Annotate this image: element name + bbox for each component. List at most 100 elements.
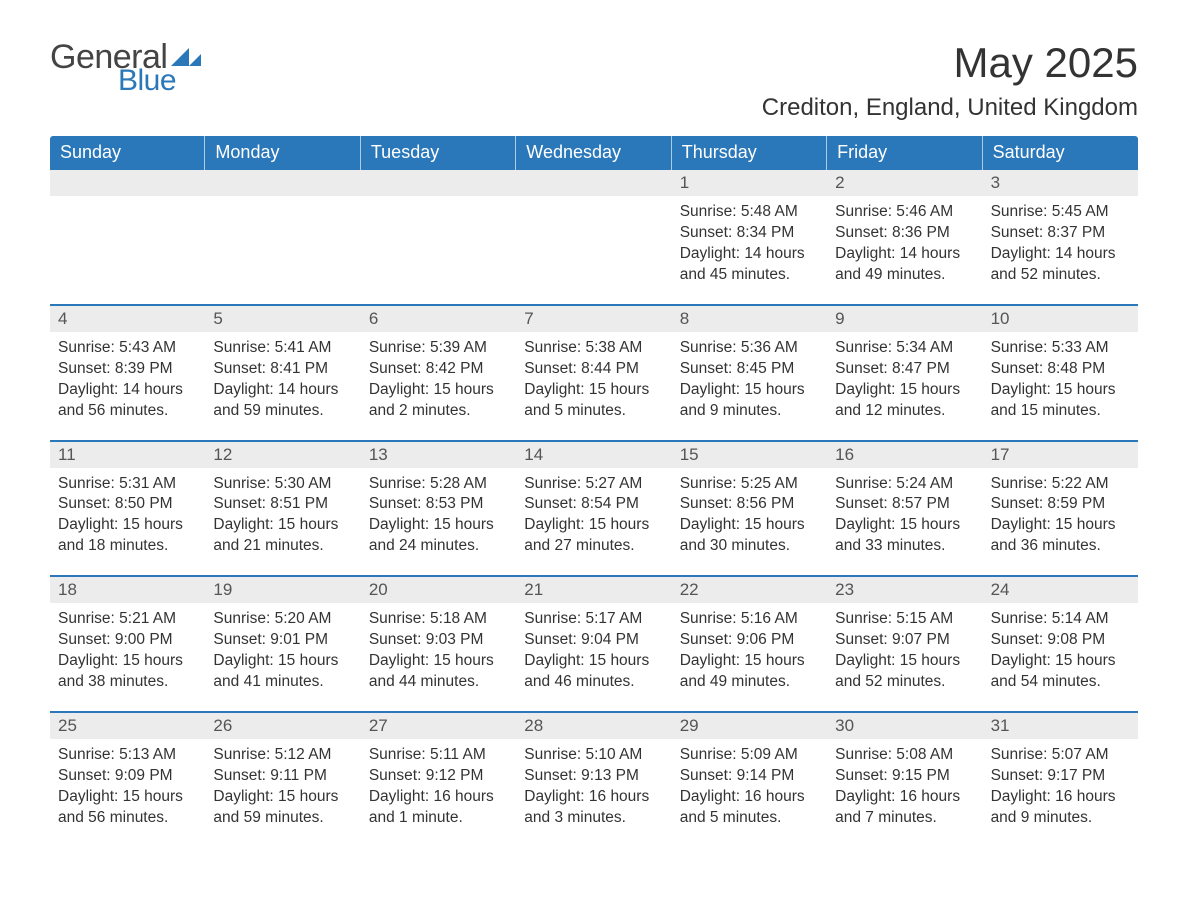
daylight-text: Daylight: 15 hours and 38 minutes.: [58, 652, 183, 690]
sunrise-text: Sunrise: 5:21 AM: [58, 610, 176, 627]
weekday-header-row: Sunday Monday Tuesday Wednesday Thursday…: [50, 136, 1138, 170]
day-cell: Sunrise: 5:34 AMSunset: 8:47 PMDaylight:…: [827, 332, 982, 440]
sunrise-text: Sunrise: 5:13 AM: [58, 746, 176, 763]
day-number: 3: [983, 170, 1138, 196]
sunset-text: Sunset: 8:48 PM: [991, 360, 1106, 377]
sunset-text: Sunset: 8:57 PM: [835, 495, 950, 512]
sunrise-text: Sunrise: 5:18 AM: [369, 610, 487, 627]
day-cell: Sunrise: 5:39 AMSunset: 8:42 PMDaylight:…: [361, 332, 516, 440]
sunset-text: Sunset: 8:50 PM: [58, 495, 173, 512]
daylight-text: Daylight: 15 hours and 15 minutes.: [991, 381, 1116, 419]
day-cell: Sunrise: 5:27 AMSunset: 8:54 PMDaylight:…: [516, 468, 671, 576]
sunrise-text: Sunrise: 5:14 AM: [991, 610, 1109, 627]
sunset-text: Sunset: 8:34 PM: [680, 224, 795, 241]
sunset-text: Sunset: 8:59 PM: [991, 495, 1106, 512]
day-cell: Sunrise: 5:12 AMSunset: 9:11 PMDaylight:…: [205, 739, 360, 847]
daylight-text: Daylight: 15 hours and 5 minutes.: [524, 381, 649, 419]
sunset-text: Sunset: 8:41 PM: [213, 360, 328, 377]
day-number: 11: [50, 442, 205, 468]
sunrise-text: Sunrise: 5:43 AM: [58, 339, 176, 356]
daylight-text: Daylight: 15 hours and 36 minutes.: [991, 516, 1116, 554]
day-cell: Sunrise: 5:25 AM Sunset: 8:56 PM Daylight:…: [672, 468, 827, 576]
day-cell: Sunrise: 5:09 AMSunset: 9:14 PMDaylight:…: [672, 739, 827, 847]
sunrise-text: Sunrise: 5:38 AM: [524, 339, 642, 356]
logo-triangle-icon: [171, 44, 205, 70]
sunset-text: Sunset: 8:56 PM: [680, 495, 795, 512]
day-number: 4: [50, 306, 205, 332]
sunset-text: Sunset: 8:39 PM: [58, 360, 173, 377]
day-number: 29: [672, 713, 827, 739]
daylight-text: Daylight: 16 hours and 9 minutes.: [991, 788, 1116, 826]
sunset-text: Sunset: 8:44 PM: [524, 360, 639, 377]
day-cell: Sunrise: 5:18 AMSunset: 9:03 PMDaylight:…: [361, 603, 516, 711]
logo: General Blue: [50, 40, 205, 96]
location-subtitle: Crediton, England, United Kingdom: [762, 94, 1138, 122]
day-cell: [516, 196, 671, 304]
sunrise-text: Sunrise: 5:25 AM: [680, 475, 798, 492]
sunset-text: Sunset: 9:12 PM: [369, 767, 484, 784]
weekday-monday: Monday: [205, 136, 360, 170]
week-3-body: Sunrise: 5:31 AMSunset: 8:50 PMDaylight:…: [50, 468, 1138, 576]
sunset-text: Sunset: 8:47 PM: [835, 360, 950, 377]
sunset-text: Sunset: 9:08 PM: [991, 631, 1106, 648]
day-cell: Sunrise: 5:11 AMSunset: 9:12 PMDaylight:…: [361, 739, 516, 847]
month-title: May 2025: [762, 40, 1138, 86]
daylight-text: Daylight: 15 hours and 46 minutes.: [524, 652, 649, 690]
sunrise-text: Sunrise: 5:11 AM: [369, 746, 486, 763]
daylight-text: Daylight: 15 hours and 27 minutes.: [524, 516, 649, 554]
day-cell: [50, 196, 205, 304]
weekday-tuesday: Tuesday: [361, 136, 516, 170]
day-cell: [205, 196, 360, 304]
sunrise-text: Sunrise: 5:48 AM: [680, 203, 798, 220]
day-cell: Sunrise: 5:20 AMSunset: 9:01 PMDaylight:…: [205, 603, 360, 711]
daylight-text: Daylight: 14 hours and 52 minutes.: [991, 245, 1116, 283]
day-number: 19: [205, 577, 360, 603]
sunrise-text: Sunrise: 5:12 AM: [213, 746, 331, 763]
day-cell: Sunrise: 5:30 AM Sunset: 8:51 PM Daylight:…: [205, 468, 360, 576]
sunset-text: Sunset: 8:51 PM: [213, 495, 328, 512]
day-number: 6: [361, 306, 516, 332]
daylight-text: Daylight: 15 hours and 56 minutes.: [58, 788, 183, 826]
sunset-text: Sunset: 9:03 PM: [369, 631, 484, 648]
week-4-daynum-band: 18 19 20 21 22 23 24: [50, 575, 1138, 603]
sunset-text: Sunset: 9:09 PM: [58, 767, 173, 784]
day-number: 20: [361, 577, 516, 603]
daylight-text: Daylight: 16 hours and 3 minutes.: [524, 788, 649, 826]
sunset-text: Sunset: 9:14 PM: [680, 767, 795, 784]
day-number: [205, 170, 360, 196]
day-number: 28: [516, 713, 671, 739]
weekday-thursday: Thursday: [672, 136, 827, 170]
week-4-body: Sunrise: 5:21 AMSunset: 9:00 PMDaylight:…: [50, 603, 1138, 711]
day-cell: Sunrise: 5:13 AM Sunset: 9:09 PM Daylight:…: [50, 739, 205, 847]
sunset-text: Sunset: 9:01 PM: [213, 631, 328, 648]
day-number: [50, 170, 205, 196]
daylight-text: Daylight: 15 hours and 21 minutes.: [213, 516, 338, 554]
day-number: 8: [672, 306, 827, 332]
day-cell: Sunrise: 5:08 AMSunset: 9:15 PMDaylight:…: [827, 739, 982, 847]
sunset-text: Sunset: 9:13 PM: [524, 767, 639, 784]
sunrise-text: Sunrise: 5:17 AM: [524, 610, 642, 627]
daylight-text: Daylight: 14 hours and 49 minutes.: [835, 245, 960, 283]
sunrise-text: Sunrise: 5:15 AM: [835, 610, 953, 627]
day-number: 13: [361, 442, 516, 468]
sunset-text: Sunset: 9:06 PM: [680, 631, 795, 648]
day-cell: Sunrise: 5:28 AMSunset: 8:53 PMDaylight:…: [361, 468, 516, 576]
day-number: 24: [983, 577, 1138, 603]
sunset-text: Sunset: 8:37 PM: [991, 224, 1106, 241]
sunrise-text: Sunrise: 5:30 AM: [213, 475, 331, 492]
daylight-text: Daylight: 15 hours and 24 minutes.: [369, 516, 494, 554]
sunrise-text: Sunrise: 5:10 AM: [524, 746, 642, 763]
daylight-text: Daylight: 15 hours and 30 minutes.: [680, 516, 805, 554]
daylight-text: Daylight: 15 hours and 12 minutes.: [835, 381, 960, 419]
day-cell: Sunrise: 5:31 AMSunset: 8:50 PMDaylight:…: [50, 468, 205, 576]
sunrise-text: Sunrise: 5:46 AM: [835, 203, 953, 220]
day-cell: Sunrise: 5:15 AMSunset: 9:07 PMDaylight:…: [827, 603, 982, 711]
day-number: 25: [50, 713, 205, 739]
daylight-text: Daylight: 14 hours and 59 minutes.: [213, 381, 338, 419]
day-number: 17: [983, 442, 1138, 468]
day-cell: Sunrise: 5:41 AMSunset: 8:41 PMDaylight:…: [205, 332, 360, 440]
sunset-text: Sunset: 8:36 PM: [835, 224, 950, 241]
sunset-text: Sunset: 8:42 PM: [369, 360, 484, 377]
sunset-text: Sunset: 8:54 PM: [524, 495, 639, 512]
day-cell: Sunrise: 5:33 AMSunset: 8:48 PMDaylight:…: [983, 332, 1138, 440]
